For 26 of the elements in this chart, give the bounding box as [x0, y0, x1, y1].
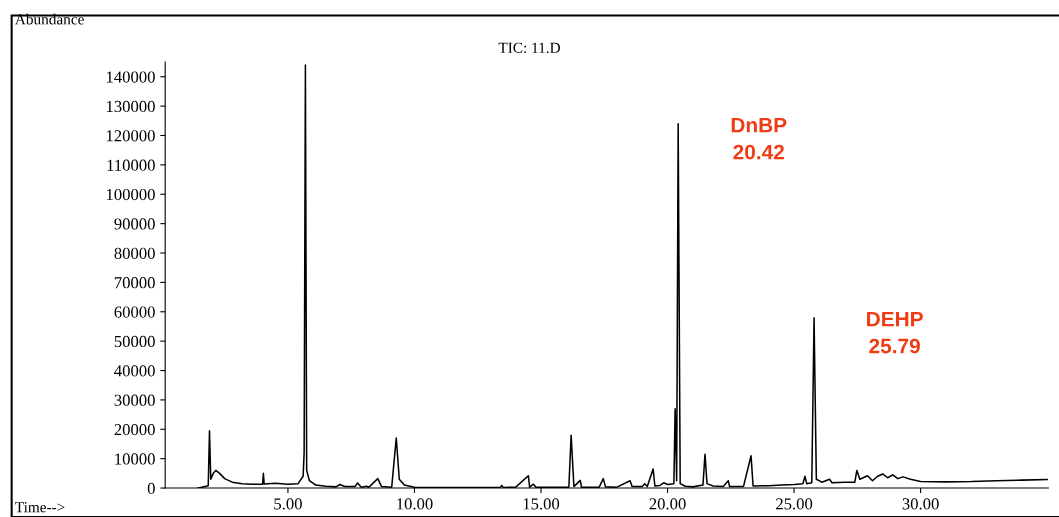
- x-tick-label: 30.00: [902, 498, 939, 510]
- y-tick-label: 130000: [106, 100, 155, 113]
- x-tick-label: 5.00: [274, 498, 302, 510]
- annotation: DnBP 20.42: [731, 117, 787, 160]
- y-tick-label: 40000: [114, 365, 155, 377]
- y-tick-label: 90000: [114, 218, 155, 230]
- x-tick-label: 15.00: [523, 498, 560, 510]
- y-tick-label: 50000: [114, 335, 155, 348]
- x-tick-label: 10.00: [397, 498, 433, 510]
- y-tick-label: 110000: [107, 159, 155, 171]
- y-axis-title: Abundance: [14, 13, 84, 25]
- y-tick-label: 100000: [106, 188, 155, 201]
- y-tick-label: 20000: [114, 423, 155, 436]
- y-tick-label: 60000: [114, 306, 155, 318]
- y-tick-label: 70000: [114, 277, 155, 289]
- x-tick-label: 20.00: [649, 498, 686, 510]
- y-tick-label: 30000: [114, 394, 155, 406]
- chart-title: TIC: 11.D: [498, 42, 561, 54]
- y-tick-label: 80000: [114, 247, 155, 259]
- y-tick-label: 0: [147, 482, 155, 494]
- y-tick-label: 10000: [115, 453, 155, 465]
- x-axis-title: Time-->: [15, 502, 65, 513]
- y-tick-label: 140000: [106, 71, 155, 83]
- annotation: DEHP 25.79: [867, 311, 923, 354]
- y-tick-label: 120000: [106, 130, 155, 142]
- x-tick-label: 25.00: [776, 498, 813, 510]
